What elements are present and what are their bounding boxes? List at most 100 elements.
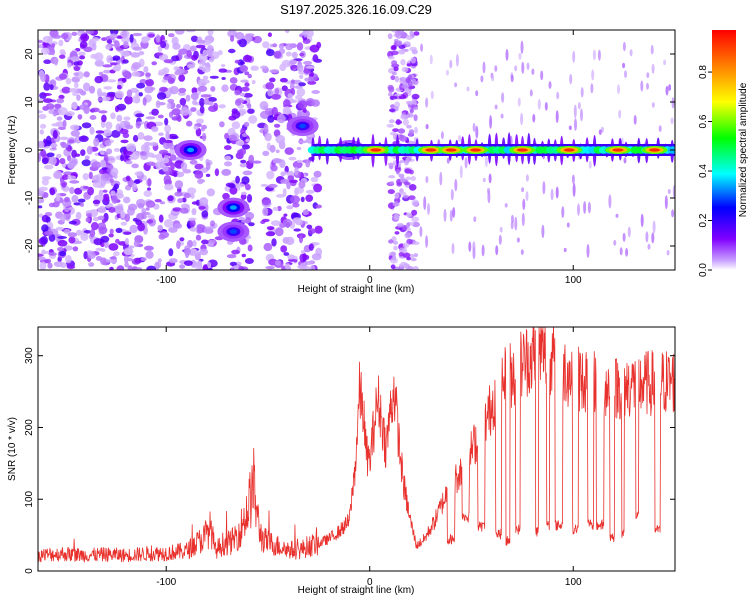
spectrogram-xlabel: Height of straight line (km) [298, 284, 415, 295]
noise-speck [264, 132, 272, 142]
noise-speck [67, 175, 77, 180]
noise-speck [285, 43, 294, 51]
noise-speck [393, 245, 398, 251]
noise-speck [55, 226, 64, 231]
colorbar: 0.0 0.2 0.4 0.6 0.8 Normalized spectral ampl… [698, 30, 749, 277]
noise-speck [504, 203, 508, 208]
noise-speck [38, 113, 47, 120]
noise-speck [511, 214, 514, 224]
noise-speck [544, 102, 548, 111]
noise-speck [89, 228, 96, 238]
noise-speck [63, 143, 69, 148]
noise-speck [147, 178, 152, 187]
noise-speck [406, 124, 412, 129]
noise-speck [282, 106, 291, 115]
noise-speck [59, 250, 66, 257]
noise-speck [311, 99, 320, 107]
noise-speck [399, 159, 405, 164]
noise-speck [265, 82, 275, 90]
noise-speck [239, 163, 247, 168]
noise-speck [38, 256, 46, 261]
noise-speck [51, 43, 56, 48]
noise-speck [138, 92, 143, 97]
noise-speck [521, 187, 525, 193]
noise-speck [518, 52, 522, 60]
noise-speck [313, 183, 323, 193]
noise-speck [403, 181, 411, 186]
noise-speck [179, 207, 189, 214]
noise-speck [83, 251, 88, 260]
noise-speck [488, 173, 492, 184]
noise-speck [529, 89, 533, 97]
noise-speck [69, 88, 78, 93]
noise-speck [169, 86, 179, 95]
noise-speck [668, 84, 672, 91]
noise-speck [402, 247, 408, 254]
noise-speck [647, 243, 651, 250]
noise-speck [67, 232, 78, 238]
noise-speck [130, 87, 139, 93]
noise-speck [540, 70, 544, 81]
y-tick-label: -10 [24, 190, 35, 205]
noise-speck [520, 249, 524, 256]
noise-speck [133, 240, 140, 248]
noise-speck [311, 253, 322, 261]
noise-speck [158, 149, 169, 155]
noise-speck [667, 189, 671, 194]
noise-speck [126, 89, 133, 98]
noise-speck [260, 183, 268, 187]
noise-speck [61, 174, 69, 180]
y-tick-label: -20 [24, 238, 35, 253]
noise-speck [132, 46, 143, 51]
noise-speck [251, 79, 256, 85]
noise-speck [245, 138, 250, 143]
noise-speck [555, 110, 559, 123]
noise-speck [177, 114, 182, 123]
noise-speck [76, 229, 82, 236]
noise-speck [196, 39, 206, 44]
noise-speck [672, 185, 675, 198]
noise-speck [419, 226, 423, 238]
noise-speck [187, 64, 195, 69]
noise-speck [128, 156, 135, 160]
noise-speck [207, 30, 214, 36]
noise-speck [51, 34, 62, 39]
noise-speck [39, 261, 47, 270]
noise-speck [129, 34, 134, 43]
noise-speck [113, 205, 124, 214]
noise-speck [108, 206, 116, 213]
noise-speck [116, 114, 123, 122]
noise-speck [390, 257, 398, 264]
noise-speck [155, 34, 161, 43]
noise-speck [163, 175, 172, 184]
noise-speck [197, 178, 204, 185]
noise-speck [124, 238, 129, 245]
noise-speck [193, 125, 199, 130]
noise-speck [308, 76, 314, 82]
noise-speck [229, 77, 238, 84]
noise-speck [151, 61, 157, 66]
noise-speck [408, 184, 417, 191]
noise-speck [409, 253, 415, 259]
noise-speck [400, 76, 407, 81]
noise-speck [190, 107, 197, 112]
noise-speck [234, 59, 240, 64]
noise-speck [208, 57, 215, 63]
noise-speck [221, 64, 226, 68]
noise-speck [73, 72, 79, 76]
noise-speck [57, 107, 68, 116]
noise-speck [77, 198, 86, 203]
noise-speck [168, 33, 175, 38]
noise-speck [195, 127, 202, 137]
noise-speck [307, 80, 317, 85]
noise-speck [613, 239, 617, 246]
noise-speck [410, 57, 417, 64]
noise-speck [240, 159, 247, 164]
noise-speck [147, 214, 155, 219]
noise-speck [222, 192, 230, 200]
noise-speck [671, 97, 675, 109]
x-tick-label: 0 [367, 577, 373, 588]
noise-speck [191, 54, 198, 61]
noise-speck [282, 218, 293, 228]
